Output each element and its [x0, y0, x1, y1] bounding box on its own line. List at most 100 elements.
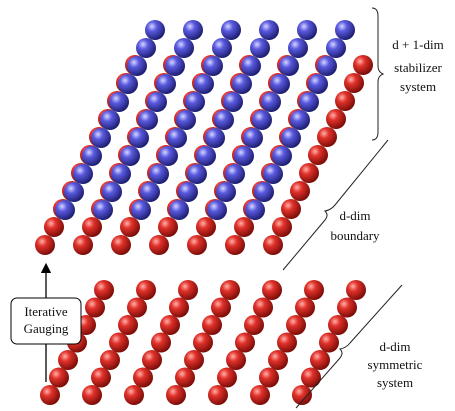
sphere [40, 385, 60, 405]
sphere [304, 280, 324, 300]
sphere [55, 200, 75, 220]
sphere [127, 297, 147, 318]
sphere [232, 74, 252, 94]
sphere [277, 332, 297, 353]
sphere [160, 315, 180, 335]
sphere [176, 110, 196, 130]
sphere [196, 146, 216, 166]
sphere [44, 217, 64, 237]
sphere [310, 350, 330, 370]
sphere [82, 217, 102, 237]
sphere [308, 145, 328, 165]
sphere [281, 128, 301, 148]
sphere [120, 217, 140, 237]
sphere [281, 199, 301, 219]
sphere [220, 280, 240, 300]
sphere [216, 182, 236, 202]
sphere [212, 38, 232, 58]
sphere [250, 38, 270, 58]
sphere [235, 332, 255, 353]
sphere [214, 110, 234, 130]
sphere [100, 110, 120, 130]
sphere [49, 367, 69, 388]
sphere [166, 385, 186, 405]
label-box [10, 297, 82, 345]
sphere [223, 92, 243, 112]
sphere [178, 182, 198, 202]
sphere [272, 146, 292, 166]
sphere [156, 74, 176, 94]
label: Gauging [24, 321, 69, 336]
sphere [85, 297, 105, 318]
sphere [211, 297, 231, 318]
sphere [151, 332, 171, 353]
sphere [288, 38, 308, 58]
sphere [64, 182, 84, 202]
sphere [187, 235, 207, 255]
sphere [167, 128, 187, 148]
sphere [100, 350, 120, 370]
sphere [91, 367, 111, 388]
sphere [133, 367, 153, 388]
sphere [344, 73, 364, 93]
sphere [270, 74, 290, 94]
sphere [193, 332, 213, 353]
sphere [158, 146, 178, 166]
sphere [252, 110, 272, 130]
sphere [244, 315, 264, 335]
sphere [221, 20, 241, 40]
sphere [279, 56, 299, 76]
sphere [299, 163, 319, 183]
brace [295, 284, 403, 409]
sphere [165, 56, 185, 76]
sphere [335, 91, 355, 111]
sphere [118, 74, 138, 94]
sphere [250, 385, 270, 405]
sphere [178, 280, 198, 300]
sphere [73, 235, 93, 255]
sphere [149, 164, 169, 184]
sphere [207, 200, 227, 220]
sphere [109, 332, 129, 353]
sphere [272, 217, 292, 237]
sphere [254, 182, 274, 202]
sphere [259, 20, 279, 40]
sphere [58, 350, 78, 370]
sphere [94, 280, 114, 300]
label: system [400, 79, 436, 94]
sphere [337, 297, 357, 318]
sphere [149, 235, 169, 255]
sphere [205, 128, 225, 148]
sphere [175, 367, 195, 388]
sphere [196, 217, 216, 237]
sphere [194, 74, 214, 94]
sphere [263, 164, 283, 184]
label: stabilizer [394, 60, 442, 75]
sphere [142, 350, 162, 370]
sphere [93, 200, 113, 220]
sphere [262, 280, 282, 300]
lattice [35, 20, 373, 405]
sphere [286, 315, 306, 335]
sphere [263, 235, 283, 255]
label: Iterative [24, 304, 68, 319]
sphere [259, 367, 279, 388]
sphere [111, 235, 131, 255]
sphere [295, 297, 315, 318]
label: d-dim [339, 208, 370, 223]
label: d + 1-dim [392, 37, 443, 52]
sphere [82, 385, 102, 405]
label: symmetric [368, 357, 423, 372]
sphere [290, 110, 310, 130]
sphere [174, 38, 194, 58]
sphere [317, 56, 337, 76]
sphere [326, 109, 346, 129]
sphere [225, 164, 245, 184]
sphere [319, 332, 339, 353]
sphere [208, 385, 228, 405]
brace [282, 139, 389, 271]
sphere [301, 367, 321, 388]
sphere [234, 146, 254, 166]
sphere [253, 297, 273, 318]
